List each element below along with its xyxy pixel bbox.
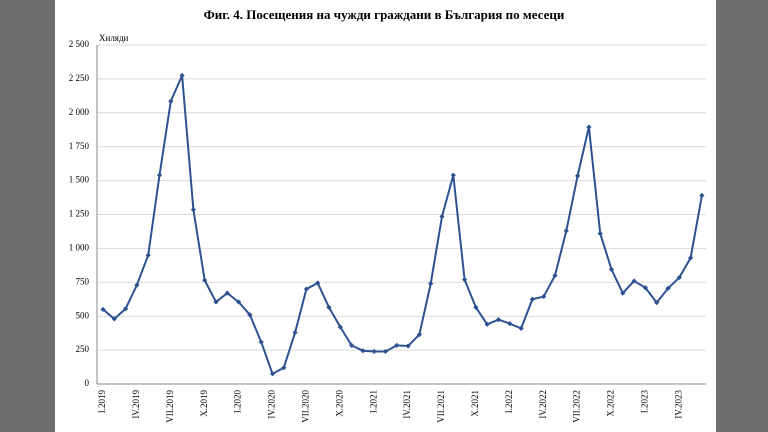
data-point	[202, 277, 208, 283]
y-tick-label: 1 500	[69, 175, 90, 185]
y-tick-label: 2 250	[69, 73, 90, 83]
data-point	[529, 296, 535, 302]
left-border	[0, 0, 55, 432]
data-point	[303, 286, 309, 292]
y-axis-label: Хиляди	[99, 33, 129, 43]
x-tick-label: X.2022	[606, 390, 616, 417]
x-tick-label: VII.2019	[165, 390, 175, 423]
data-point	[631, 278, 637, 284]
x-tick-label: IV.2021	[402, 390, 412, 419]
data-point	[484, 321, 490, 327]
data-point	[462, 276, 468, 283]
data-point	[586, 124, 592, 130]
x-tick-label: VII.2022	[572, 390, 582, 423]
data-point	[292, 329, 298, 336]
data-point	[111, 316, 117, 322]
data-point	[236, 299, 242, 305]
y-tick-label: 2 000	[69, 107, 90, 117]
data-point	[123, 306, 129, 312]
x-tick-label: IV.2019	[131, 390, 141, 419]
x-tick-label: VII.2021	[436, 390, 446, 423]
data-point	[699, 192, 705, 199]
data-point	[224, 290, 230, 296]
y-tick-label: 2 500	[69, 39, 90, 49]
data-point	[360, 348, 366, 354]
data-point	[575, 173, 581, 179]
data-point	[608, 266, 615, 273]
data-point	[518, 325, 524, 332]
data-point	[349, 342, 355, 348]
x-tick-label: X.2019	[199, 390, 209, 417]
data-point	[371, 348, 377, 355]
data-point	[665, 285, 671, 292]
data-point	[688, 255, 694, 261]
y-tick-label: 1 750	[69, 141, 90, 151]
x-tick-label: IV.2022	[538, 390, 548, 419]
x-tick-label: I.2023	[639, 390, 649, 414]
data-point	[654, 300, 660, 306]
y-tick-label: 1 250	[69, 209, 90, 219]
data-point	[676, 274, 682, 281]
x-tick-label: I.2021	[368, 390, 378, 413]
x-tick-label: I.2019	[97, 390, 107, 414]
data-point	[405, 343, 411, 349]
data-point	[100, 306, 106, 313]
x-tick-label: I.2022	[504, 390, 514, 413]
data-point	[258, 339, 264, 345]
data-point	[179, 72, 185, 79]
data-point	[495, 316, 502, 323]
data-point	[315, 280, 321, 286]
data-point	[156, 172, 163, 178]
data-point	[450, 172, 456, 178]
data-point	[473, 304, 479, 310]
data-point	[168, 98, 174, 104]
y-tick-label: 1 000	[69, 242, 90, 252]
y-tick-label: 500	[76, 310, 90, 320]
y-tick-label: 0	[85, 378, 90, 388]
data-point	[620, 290, 626, 296]
data-point	[337, 324, 343, 330]
data-point	[507, 321, 513, 327]
y-tick-label: 750	[76, 276, 90, 286]
data-point	[552, 272, 558, 279]
chart-title: Фиг. 4. Посещения на чужди граждани в Бъ…	[204, 7, 565, 22]
data-point	[597, 230, 603, 237]
data-point	[428, 281, 434, 287]
x-tick-label: VII.2020	[300, 390, 310, 423]
data-point	[563, 228, 569, 234]
data-point	[326, 304, 332, 310]
data-point	[145, 252, 151, 258]
x-tick-label: X.2021	[470, 390, 480, 417]
x-tick-label: IV.2020	[267, 390, 277, 419]
data-point	[247, 312, 253, 318]
data-point	[269, 371, 276, 377]
data-point	[382, 348, 389, 355]
data-line	[102, 75, 703, 376]
data-point	[439, 213, 445, 220]
y-tick-label: 250	[76, 344, 90, 354]
x-tick-label: I.2020	[233, 390, 243, 414]
data-point	[190, 207, 196, 213]
data-point	[134, 282, 140, 288]
x-tick-label: IV.2023	[673, 390, 683, 419]
data-point	[642, 285, 648, 291]
data-point	[394, 342, 400, 348]
x-tick-label: X.2020	[334, 390, 344, 417]
right-border	[716, 0, 768, 432]
data-point	[281, 365, 287, 371]
data-point	[213, 299, 219, 305]
data-point	[416, 331, 422, 338]
data-point	[541, 293, 547, 300]
